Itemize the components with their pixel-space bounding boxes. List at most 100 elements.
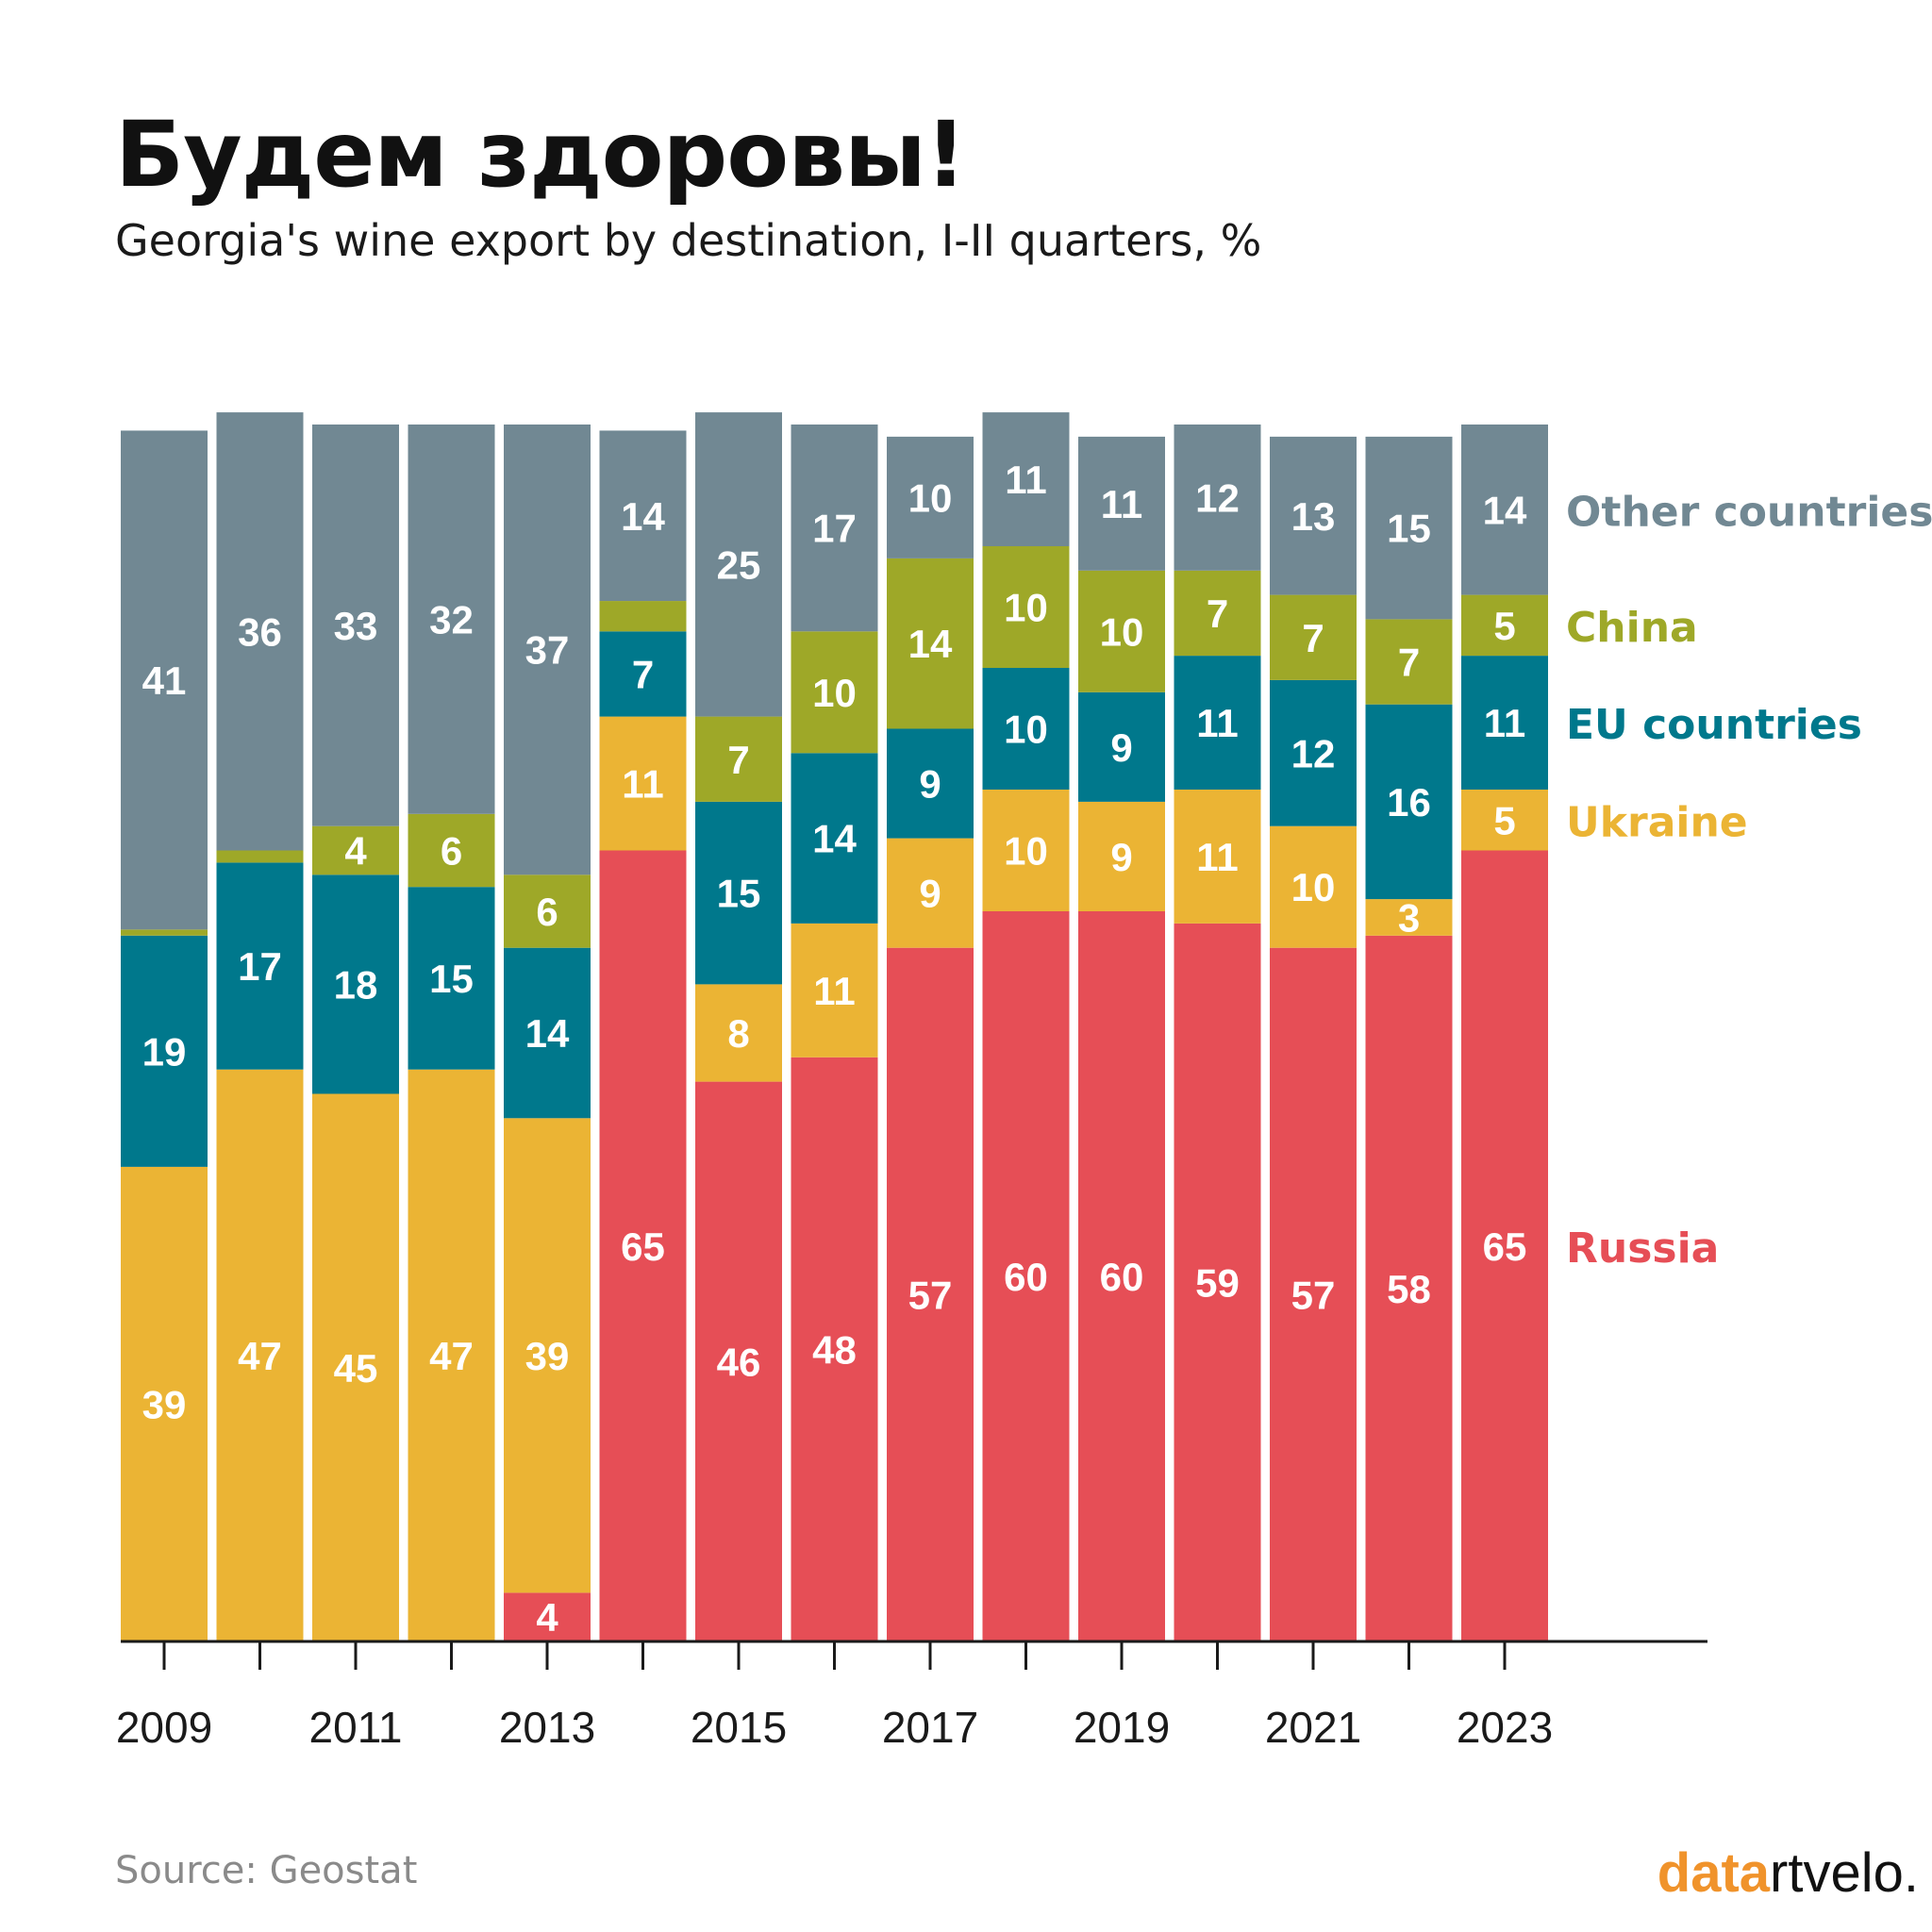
x-tick-label: 2019 xyxy=(1074,1703,1170,1752)
data-label: 48 xyxy=(812,1327,857,1372)
bar-segment-china-2012 xyxy=(408,813,495,888)
legend-china: China xyxy=(1566,604,1698,652)
data-label: 9 xyxy=(1110,725,1132,770)
chart-title: Будем здоровы! xyxy=(115,102,967,208)
bar-segment-other-countries-2009 xyxy=(121,430,208,930)
data-label: 9 xyxy=(919,872,941,916)
x-tick-label: 2023 xyxy=(1457,1703,1553,1752)
bar-segment-ukraine-2013 xyxy=(504,1118,591,1593)
data-label: 4 xyxy=(344,829,367,874)
data-label: 57 xyxy=(908,1273,953,1317)
source-note: Source: Geostat xyxy=(115,1849,418,1892)
data-label: 10 xyxy=(1291,865,1336,909)
bar-segment-ukraine-2016 xyxy=(791,923,878,1058)
bar-segment-russia-2023 xyxy=(1461,850,1548,1641)
bar-segment-russia-2022 xyxy=(1365,935,1453,1641)
bar-segment-eu-countries-2023 xyxy=(1461,656,1548,790)
bar-segment-russia-2020 xyxy=(1174,923,1261,1641)
x-tick-label: 2017 xyxy=(882,1703,978,1752)
bar-segment-other-countries-2021 xyxy=(1270,436,1357,595)
x-tick-label: 2015 xyxy=(691,1703,787,1752)
data-label: 57 xyxy=(1291,1273,1336,1317)
bar-segment-other-countries-2017 xyxy=(887,436,974,558)
data-label: 60 xyxy=(1100,1255,1144,1299)
data-label: 13 xyxy=(1291,494,1336,539)
data-label: 8 xyxy=(727,1011,749,1056)
data-label: 58 xyxy=(1387,1267,1431,1311)
data-label: 46 xyxy=(717,1340,761,1384)
bar-segment-china-2014 xyxy=(599,601,687,632)
bar-segment-russia-2014 xyxy=(599,850,687,1641)
data-label: 10 xyxy=(1004,829,1048,874)
bar-segment-china-2015 xyxy=(695,716,782,802)
legend-russia: Russia xyxy=(1566,1224,1719,1273)
data-label: 12 xyxy=(1291,731,1336,775)
data-label: 25 xyxy=(717,542,761,587)
bar-segment-ukraine-2015 xyxy=(695,984,782,1082)
bar-segment-russia-2021 xyxy=(1270,947,1357,1641)
data-label: 7 xyxy=(727,738,749,782)
bar-segment-eu-countries-2012 xyxy=(408,887,495,1070)
bar-segment-eu-countries-2016 xyxy=(791,753,878,924)
bar-segment-ukraine-2010 xyxy=(216,1069,304,1641)
bar-segment-eu-countries-2015 xyxy=(695,801,782,985)
bar-segment-other-countries-2015 xyxy=(695,412,782,717)
bar-segment-ukraine-2019 xyxy=(1078,801,1165,911)
bar-segment-china-2019 xyxy=(1078,570,1165,692)
data-label: 41 xyxy=(142,658,187,703)
data-label: 5 xyxy=(1493,604,1515,648)
bar-segment-other-countries-2010 xyxy=(216,412,304,851)
bar-segment-ukraine-2017 xyxy=(887,838,974,948)
bar-segment-ukraine-2011 xyxy=(312,1093,399,1641)
bar-segment-china-2021 xyxy=(1270,594,1357,680)
data-label: 11 xyxy=(1196,701,1238,745)
bar-segment-russia-2017 xyxy=(887,947,974,1641)
legend-other-countries: Other countries xyxy=(1566,488,1932,536)
data-label: 15 xyxy=(1387,507,1431,551)
data-label: 14 xyxy=(621,494,665,539)
bar-segment-other-countries-2023 xyxy=(1461,425,1548,595)
x-tick-label: 2009 xyxy=(116,1703,212,1752)
bar-segment-ukraine-2009 xyxy=(121,1166,208,1641)
data-label: 14 xyxy=(908,622,953,666)
data-label: 7 xyxy=(1207,591,1228,636)
data-label: 11 xyxy=(1101,482,1142,526)
data-label: 11 xyxy=(1005,458,1046,502)
bar-segment-eu-countries-2022 xyxy=(1365,704,1453,900)
bar-segment-china-2023 xyxy=(1461,594,1548,657)
bar-segment-russia-2018 xyxy=(982,911,1070,1641)
data-label: 10 xyxy=(1004,586,1048,630)
bar-segment-china-2017 xyxy=(887,558,974,729)
legend-eu-countries: EU countries xyxy=(1566,701,1862,749)
data-label: 6 xyxy=(441,829,462,874)
data-label: 17 xyxy=(238,944,282,989)
data-label: 16 xyxy=(1387,780,1431,824)
data-label: 11 xyxy=(1484,701,1525,745)
data-label: 3 xyxy=(1398,895,1420,940)
bar-segment-ukraine-2022 xyxy=(1365,899,1453,936)
data-label: 9 xyxy=(919,762,941,807)
data-label: 36 xyxy=(238,609,282,654)
chart-subtitle: Georgia's wine export by destination, I-… xyxy=(115,215,1262,266)
data-label: 17 xyxy=(812,507,857,551)
data-label: 11 xyxy=(622,762,663,807)
bar-segment-eu-countries-2021 xyxy=(1270,679,1357,826)
data-label: 7 xyxy=(1398,641,1420,685)
bar-segment-ukraine-2012 xyxy=(408,1069,495,1641)
bar-segment-china-2009 xyxy=(121,929,208,936)
bar-segment-russia-2016 xyxy=(791,1057,878,1641)
data-label: 11 xyxy=(1196,835,1238,879)
data-label: 32 xyxy=(429,597,474,641)
data-label: 65 xyxy=(1483,1224,1527,1269)
bar-segment-china-2022 xyxy=(1365,619,1453,705)
bar-segment-china-2020 xyxy=(1174,570,1261,657)
bar-segment-eu-countries-2014 xyxy=(599,631,687,717)
data-label: 9 xyxy=(1110,835,1132,879)
data-label: 39 xyxy=(525,1334,570,1378)
data-label: 37 xyxy=(525,628,570,673)
bar-segment-eu-countries-2018 xyxy=(982,668,1070,790)
bar-segment-other-countries-2013 xyxy=(504,425,591,875)
bar-segment-eu-countries-2009 xyxy=(121,935,208,1167)
bar-segment-eu-countries-2020 xyxy=(1174,656,1261,790)
legend-ukraine: Ukraine xyxy=(1566,798,1748,846)
